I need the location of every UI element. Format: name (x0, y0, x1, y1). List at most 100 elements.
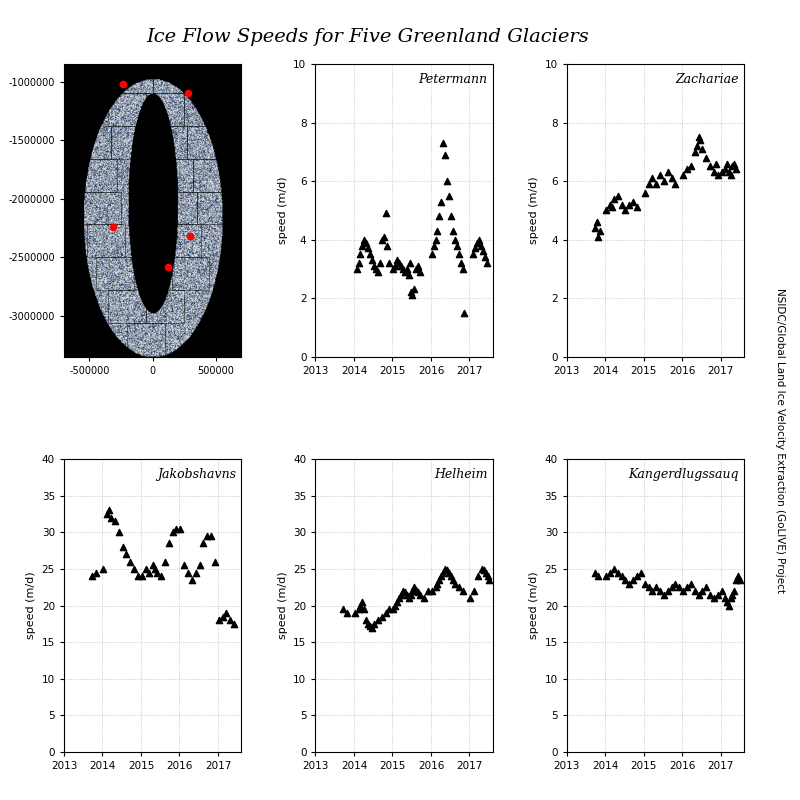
Point (626, 195, 639, 208)
Point (638, 578, 651, 590)
Point (101, 508, 114, 521)
Point (468, 585, 481, 598)
Point (431, 578, 444, 590)
Point (450, 239, 463, 252)
Y-axis label: speed (m/d): speed (m/d) (26, 572, 36, 639)
Point (718, 163, 731, 176)
Point (398, 586, 411, 599)
Point (442, 190, 455, 202)
Point (435, 570, 448, 582)
Point (400, 262, 413, 275)
Point (728, 157, 741, 170)
Point (619, 574, 632, 586)
Y-axis label: speed (m/d): speed (m/d) (529, 572, 539, 639)
Point (366, 254, 378, 266)
Point (720, 157, 733, 170)
Text: Petermann: Petermann (418, 73, 487, 86)
Point (696, 142, 709, 155)
Point (464, 592, 477, 605)
Point (341, 606, 354, 619)
Point (131, 570, 144, 582)
Point (456, 262, 469, 275)
Point (354, 248, 367, 261)
Point (630, 570, 643, 582)
Point (190, 566, 202, 579)
Point (658, 174, 670, 187)
Point (383, 603, 396, 616)
Point (726, 588, 739, 601)
Point (400, 588, 413, 601)
Point (387, 603, 400, 616)
Point (374, 257, 386, 270)
Point (397, 585, 410, 598)
Point (402, 268, 415, 281)
Point (478, 564, 490, 577)
Point (449, 578, 462, 590)
Point (607, 192, 620, 205)
Point (389, 599, 402, 612)
Point (149, 562, 162, 575)
Point (186, 574, 198, 586)
Point (445, 210, 458, 222)
Point (394, 588, 407, 601)
Point (642, 178, 655, 190)
Point (724, 592, 737, 605)
Point (467, 248, 480, 261)
Point (410, 262, 422, 275)
Point (197, 537, 210, 550)
Point (182, 566, 194, 579)
Point (375, 610, 388, 623)
Point (205, 530, 218, 542)
Point (650, 178, 662, 190)
Point (86, 570, 98, 582)
Point (590, 216, 603, 229)
Point (390, 254, 403, 266)
Point (426, 585, 438, 598)
Point (728, 585, 741, 598)
Point (681, 163, 694, 176)
Point (147, 559, 160, 572)
Point (158, 555, 171, 568)
Point (471, 570, 484, 582)
Point (367, 260, 380, 273)
Point (615, 198, 628, 211)
Point (711, 169, 724, 182)
Point (193, 559, 206, 572)
Y-axis label: speed (m/d): speed (m/d) (278, 572, 288, 639)
Point (456, 585, 469, 598)
Point (402, 592, 415, 605)
Point (654, 169, 666, 182)
Point (408, 283, 421, 296)
Point (615, 570, 628, 582)
Point (438, 562, 451, 575)
Point (360, 236, 373, 249)
Point (139, 562, 152, 575)
Point (362, 242, 374, 255)
Point (623, 578, 636, 590)
Point (446, 225, 459, 238)
Point (354, 599, 367, 612)
Point (732, 570, 745, 582)
Point (604, 198, 617, 211)
Point (371, 266, 384, 278)
Point (352, 257, 365, 270)
Point (379, 606, 392, 619)
Point (178, 559, 190, 572)
Point (662, 585, 674, 598)
Point (393, 592, 406, 605)
Point (212, 614, 225, 626)
Point (594, 225, 607, 238)
Point (390, 595, 403, 608)
Point (474, 239, 487, 252)
Point (379, 207, 392, 220)
Point (371, 614, 384, 626)
Point (150, 566, 163, 579)
Point (475, 562, 488, 575)
Point (673, 581, 686, 594)
Point (669, 578, 682, 590)
Point (426, 248, 438, 261)
Point (715, 585, 728, 598)
Point (120, 548, 133, 561)
Text: Helheim: Helheim (434, 468, 487, 481)
Text: Zachariae: Zachariae (675, 73, 738, 86)
